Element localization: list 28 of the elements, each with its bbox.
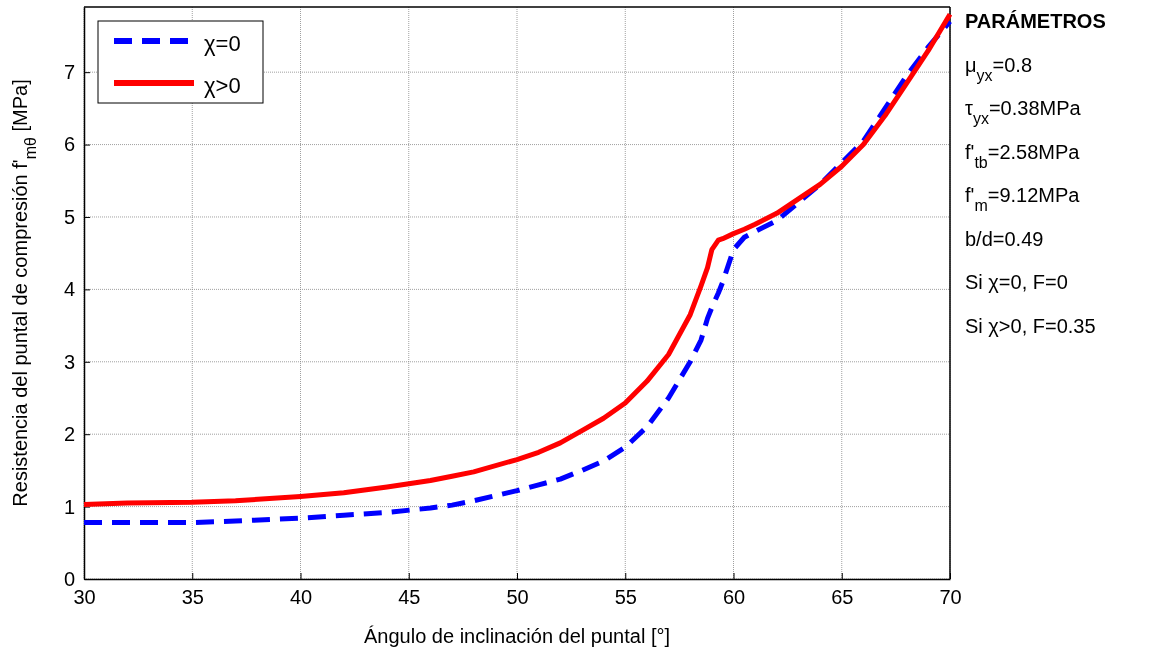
text: b/d=0.49 — [965, 227, 1044, 250]
x-tick-label: 30 — [73, 586, 96, 608]
text: Si χ>0, F=0.35 — [965, 314, 1096, 337]
text: PARÁMETROS — [965, 10, 1106, 32]
text: f'$_{tb}$=2.58MPa — [965, 140, 1081, 170]
y-tick-label: 7 — [63, 61, 75, 84]
y-tick-label: 2 — [63, 423, 75, 446]
x-tick-label: 60 — [722, 586, 746, 608]
legend-label: χ=0 — [204, 31, 241, 56]
y-tick-label: 1 — [63, 495, 75, 518]
x-tick-label: 40 — [289, 586, 313, 608]
legend-label: χ>0 — [204, 73, 241, 98]
x-tick-label: 55 — [614, 586, 637, 608]
x-tick-label: 35 — [181, 586, 204, 608]
y-tick-label: 6 — [63, 133, 75, 156]
y-tick-label: 4 — [63, 278, 75, 301]
x-tick-label: 45 — [398, 586, 421, 608]
y-tick-label: 0 — [63, 567, 75, 590]
x-tick-label: 65 — [831, 586, 854, 608]
x-tick-label: 50 — [506, 586, 529, 608]
x-tick-label: 70 — [939, 586, 962, 608]
y-tick-label: 3 — [63, 350, 75, 373]
text: f'$_{m}$=9.12MPa — [965, 184, 1081, 214]
x-axis-title: Ángulo de inclinación del puntal [°] — [364, 625, 670, 647]
y-tick-label: 5 — [63, 205, 75, 228]
text: Si χ=0, F=0 — [965, 271, 1068, 293]
text: τ$_{yx}$=0.38MPa — [965, 97, 1082, 127]
text: μ$_{yx}$=0.8 — [965, 53, 1033, 83]
